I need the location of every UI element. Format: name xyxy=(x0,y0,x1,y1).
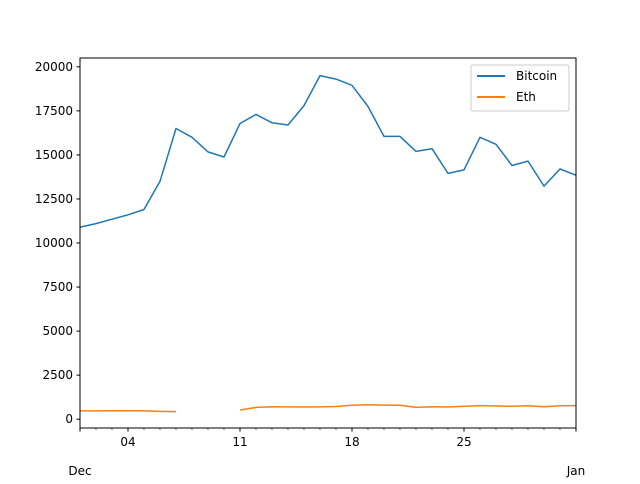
plot-frame xyxy=(79,57,577,429)
legend: Bitcoin Eth xyxy=(470,64,570,112)
y-tick-label: 12500 xyxy=(35,192,73,206)
y-tick-label: 20000 xyxy=(35,60,73,74)
y-tick-label: 17500 xyxy=(35,104,73,118)
x-tick-label: 11 xyxy=(232,435,247,449)
x-tick-label: 18 xyxy=(344,435,359,449)
series-line-bitcoin xyxy=(79,74,577,228)
legend-label-eth: Eth xyxy=(516,90,536,104)
x-axis: 04 11 18 25 xyxy=(79,428,577,449)
y-axis: 0 2500 5000 7500 10000 12500 15000 17500 20000 xyxy=(35,60,80,426)
y-tick-label: 0 xyxy=(65,412,73,426)
x-secondary-label-end: Jan xyxy=(566,464,586,478)
legend-label-bitcoin: Bitcoin xyxy=(516,69,557,83)
y-tick-label: 5000 xyxy=(42,324,73,338)
y-tick-label: 2500 xyxy=(42,368,73,382)
x-tick-label: 04 xyxy=(120,435,135,449)
x-secondary-label-start: Dec xyxy=(68,464,91,478)
x-tick-label: 25 xyxy=(456,435,471,449)
series-line-eth xyxy=(80,403,577,413)
series-layer xyxy=(79,74,577,413)
y-tick-label: 15000 xyxy=(35,148,73,162)
y-tick-label: 10000 xyxy=(35,236,73,250)
y-tick-label: 7500 xyxy=(42,280,73,294)
